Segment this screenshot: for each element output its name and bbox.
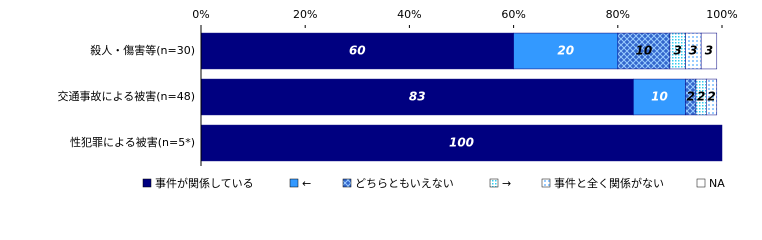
x-tick-label: 100% (706, 8, 737, 21)
data-label: 60 (349, 44, 366, 58)
legend-label: NA (709, 177, 725, 190)
x-tick-label: 0% (192, 8, 209, 21)
bar-segment (200, 78, 634, 116)
legend-label: 事件と全く関係がない (554, 176, 664, 190)
data-label: 100 (449, 136, 474, 150)
legend-label: → (502, 177, 511, 190)
data-label: 2 (687, 90, 695, 104)
bar-segment (706, 78, 718, 116)
legend-swatch (289, 178, 299, 188)
chart: 0% 20% 40% 60% 80% 100%殺人・傷害等(n=30) 60 20 10 3 3 3交… (58, 8, 738, 190)
bar-segment (633, 78, 686, 116)
data-label: 83 (409, 90, 426, 104)
data-label: 10 (651, 90, 668, 104)
bar-segment (200, 32, 514, 70)
bar-segment (700, 32, 718, 70)
category-label: 殺人・傷害等(n=30) (90, 43, 195, 57)
x-tick-label: 80% (606, 8, 630, 21)
category-label: 交通事故による被害(n=48) (58, 89, 195, 103)
data-label: 3 (689, 44, 697, 58)
legend-label: どちらともいえない (355, 177, 454, 190)
x-tick-label: 20% (293, 8, 317, 21)
legend-swatch (342, 178, 352, 188)
data-label: 20 (557, 44, 574, 58)
x-tick-label: 60% (501, 8, 525, 21)
legend-swatch (489, 178, 499, 188)
data-label: 3 (674, 44, 682, 58)
data-label: 10 (635, 44, 652, 58)
legend-label: ← (302, 177, 311, 190)
data-label: 2 (697, 90, 705, 104)
legend-swatch (541, 178, 551, 188)
legend-label: 事件が関係している (155, 176, 254, 190)
category-label: 性犯罪による被害(n=5*) (70, 135, 195, 149)
legend-swatch (696, 178, 706, 188)
legend-swatch (142, 178, 152, 188)
x-tick-label: 40% (397, 8, 421, 21)
data-label: 3 (705, 44, 713, 58)
data-label: 2 (707, 90, 715, 104)
